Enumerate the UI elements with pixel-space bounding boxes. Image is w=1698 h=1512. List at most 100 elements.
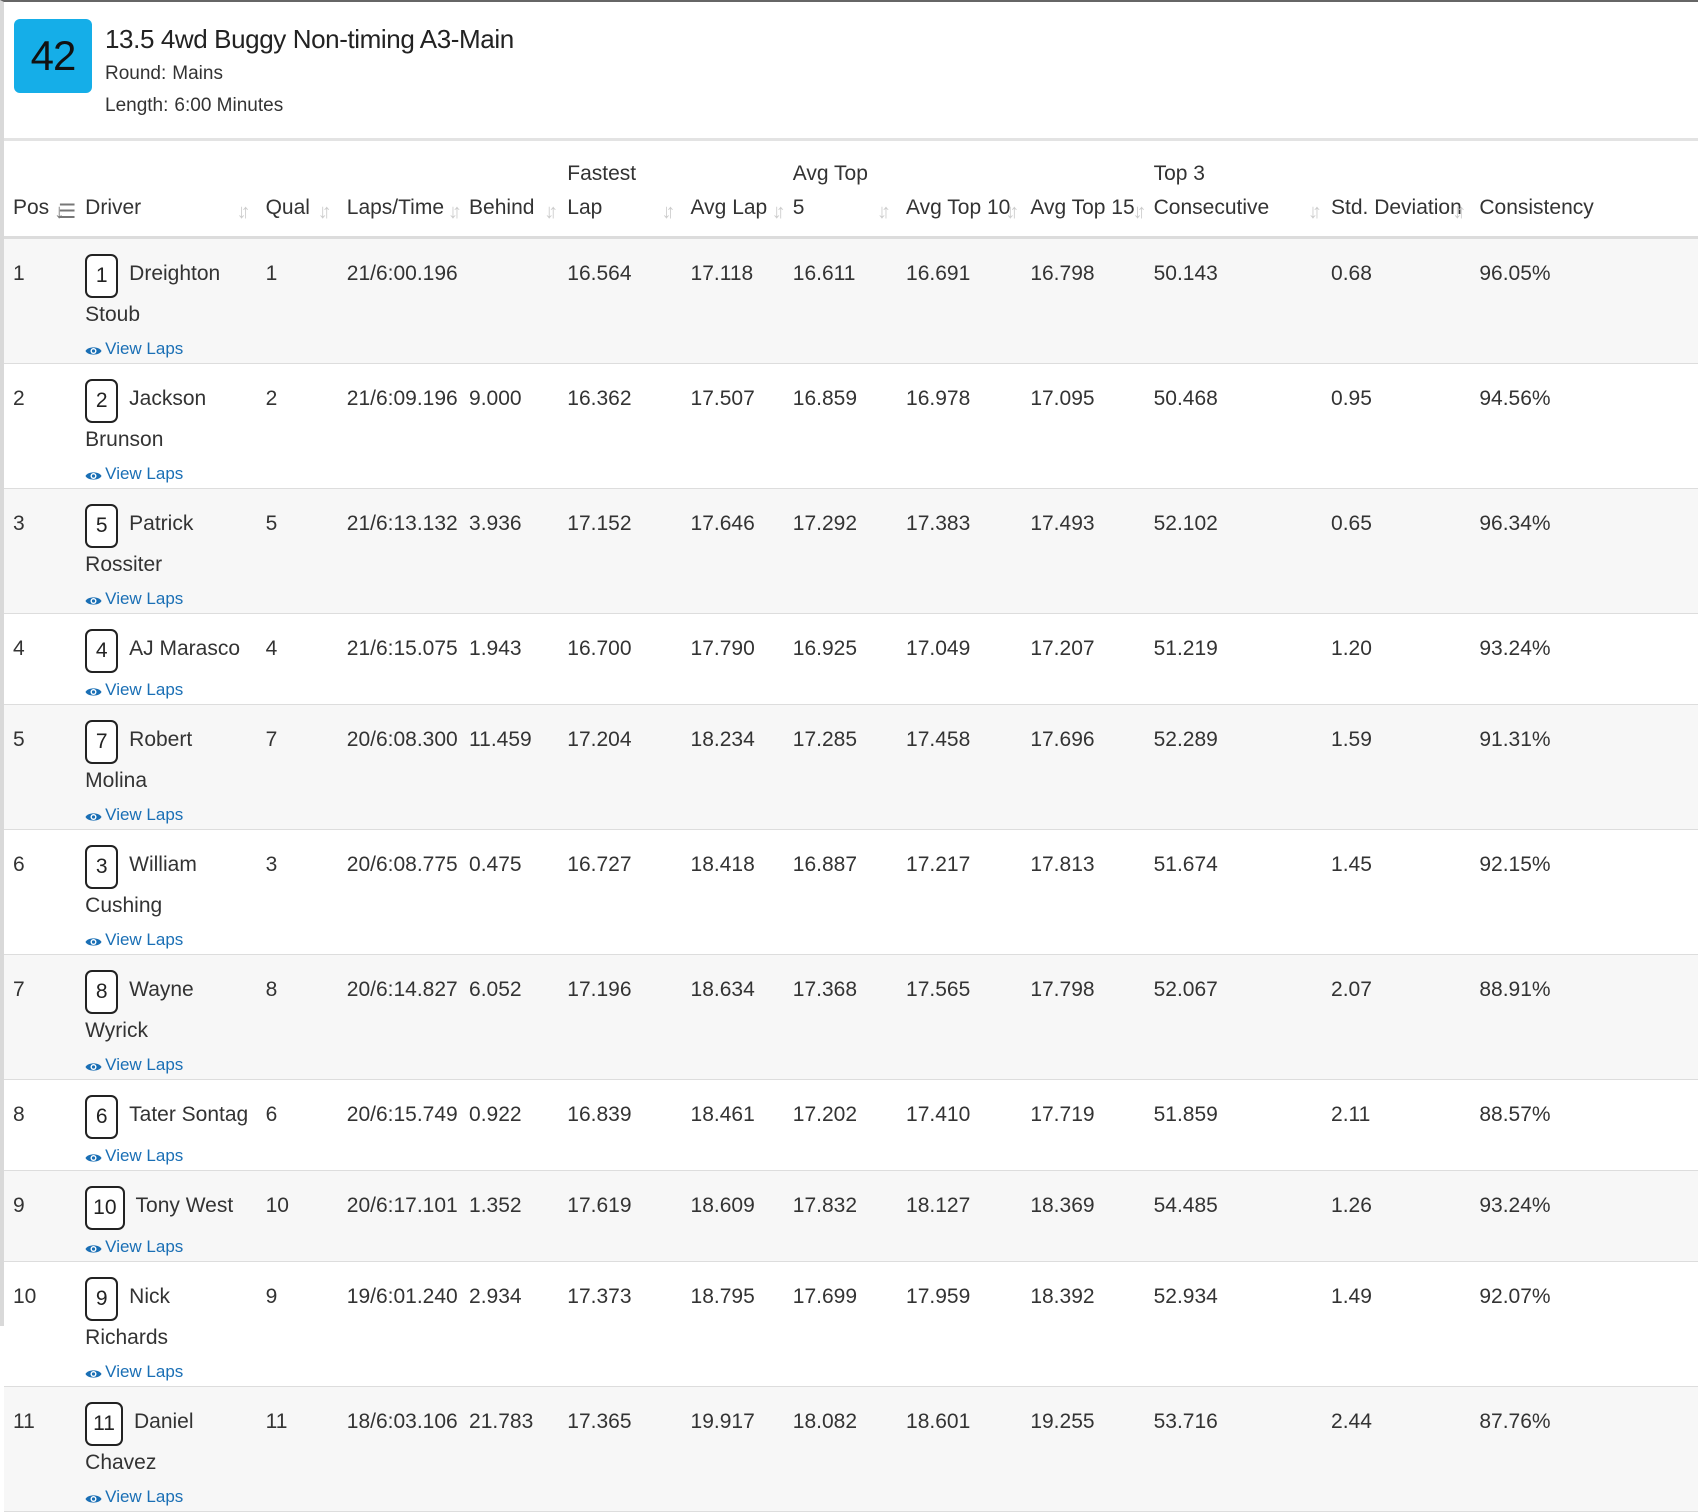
view-laps-link[interactable]: View Laps	[85, 1486, 256, 1511]
sort-icon[interactable]: ↓↑	[1005, 201, 1019, 223]
cell-avg-top10: 18.127	[897, 1170, 1022, 1262]
sort-icon[interactable]: ↓↑	[661, 201, 676, 223]
cell-avg-top5: 16.859	[783, 363, 898, 489]
car-number-badge: 4	[85, 629, 119, 673]
cell-driver: 10 Tony West View Laps	[76, 1170, 257, 1262]
cell-behind: 9.000	[460, 363, 559, 489]
cell-std-deviation: 2.44	[1322, 1386, 1471, 1512]
sort-icon[interactable]: ↓↑	[771, 201, 786, 223]
col-header-driver[interactable]: Driver ↓↑	[76, 140, 257, 239]
col-header-qual[interactable]: Qual ↓↑	[256, 140, 338, 239]
cell-fastest-lap: 16.362	[558, 363, 682, 489]
col-header-behind[interactable]: Behind ↓↑	[460, 140, 559, 239]
view-laps-label: View Laps	[105, 1362, 184, 1381]
cell-qual: 5	[256, 488, 338, 614]
cell-laps-time: 18/6:03.106	[337, 1386, 461, 1512]
cell-top3-consecutive: 51.674	[1144, 829, 1323, 955]
car-number-badge: 5	[85, 504, 119, 548]
col-header-avg-top5[interactable]: Avg Top 5 ↓↑	[783, 140, 898, 239]
cell-top3-consecutive: 52.934	[1144, 1261, 1323, 1387]
cell-driver: 11 Daniel Chavez View Laps	[76, 1386, 257, 1512]
cell-consistency: 88.91%	[1470, 954, 1698, 1080]
col-header-pos[interactable]: Pos ↓☰	[4, 140, 77, 239]
cell-qual: 4	[256, 613, 338, 705]
cell-avg-top5: 17.368	[783, 954, 898, 1080]
col-header-laps-time[interactable]: Laps/Time ↓↑	[337, 140, 462, 239]
race-title: 13.5 4wd Buggy Non-timing A3-Main	[105, 24, 514, 54]
col-header-avg-top10[interactable]: Avg Top 10 ↓↑	[897, 140, 1022, 239]
eye-icon	[85, 1148, 102, 1170]
col-header-avg-top15[interactable]: Avg Top 15 ↓↑	[1021, 140, 1147, 239]
cell-consistency: 93.24%	[1470, 1170, 1698, 1262]
view-laps-link[interactable]: View Laps	[85, 679, 256, 704]
sort-icon[interactable]: ↓↑	[1308, 201, 1322, 223]
cell-pos: 7	[4, 954, 77, 1080]
sort-icon[interactable]: ↓↑	[236, 201, 251, 223]
view-laps-link[interactable]: View Laps	[85, 1236, 256, 1261]
view-laps-link[interactable]: View Laps	[85, 463, 256, 488]
cell-fastest-lap: 17.152	[558, 488, 682, 614]
col-header-std-deviation[interactable]: Std. Deviation ↓↑	[1322, 140, 1471, 239]
table-row: 10 9 Nick Richards View Laps 9 19/6:01.240 2.9…	[4, 1261, 1698, 1387]
view-laps-link[interactable]: View Laps	[85, 1361, 256, 1386]
col-header-fastest-lap[interactable]: Fastest Lap ↓↑	[558, 140, 682, 239]
cell-fastest-lap: 17.204	[558, 704, 682, 830]
cell-laps-time: 21/6:15.075	[337, 613, 461, 705]
view-laps-link[interactable]: View Laps	[85, 338, 256, 363]
sort-icon[interactable]: ↓↑	[877, 201, 891, 223]
view-laps-link[interactable]: View Laps	[85, 588, 256, 613]
sort-ascending-icon[interactable]: ↓☰	[54, 201, 76, 223]
cell-avg-top10: 17.410	[897, 1079, 1022, 1171]
car-number-badge: 1	[85, 254, 119, 298]
cell-pos: 11	[4, 1386, 77, 1512]
table-row: 8 6 Tater Sontag View Laps 6 20/6:15.749 0.922…	[4, 1079, 1698, 1171]
cell-pos: 5	[4, 704, 77, 830]
view-laps-link[interactable]: View Laps	[85, 1054, 256, 1079]
col-header-consistency[interactable]: Consistency	[1470, 140, 1698, 239]
cell-behind: 0.922	[460, 1079, 559, 1171]
cell-avg-lap: 17.118	[681, 237, 784, 364]
cell-avg-top15: 17.493	[1021, 488, 1145, 614]
cell-avg-top5: 17.292	[783, 488, 898, 614]
results-body: 1 1 Dreighton Stoub View Laps 1 21/6:00.196 16…	[4, 237, 1698, 1512]
sort-icon[interactable]: ↓↑	[1132, 201, 1147, 223]
car-number-badge: 7	[85, 720, 119, 764]
cell-avg-top5: 17.699	[783, 1261, 898, 1387]
car-number-badge: 10	[85, 1186, 125, 1230]
cell-fastest-lap: 16.564	[558, 237, 682, 364]
view-laps-link[interactable]: View Laps	[85, 1145, 256, 1170]
view-laps-link[interactable]: View Laps	[85, 929, 256, 954]
view-laps-label: View Laps	[105, 589, 184, 608]
race-round-label: Round:	[105, 63, 167, 84]
cell-qual: 11	[256, 1386, 338, 1512]
sort-icon[interactable]: ↓↑	[544, 201, 558, 223]
race-round-value: Mains	[172, 63, 223, 84]
cell-std-deviation: 0.68	[1322, 237, 1471, 364]
view-laps-link[interactable]: View Laps	[85, 804, 256, 829]
cell-avg-lap: 18.609	[681, 1170, 784, 1262]
cell-driver: 6 Tater Sontag View Laps	[76, 1079, 257, 1171]
eye-icon	[85, 466, 102, 488]
cell-consistency: 96.05%	[1470, 237, 1698, 364]
table-row: 4 4 AJ Marasco View Laps 4 21/6:15.075 1.943 16…	[4, 613, 1698, 705]
cell-laps-time: 21/6:00.196	[337, 237, 461, 364]
sort-icon[interactable]: ↓↑	[448, 201, 462, 223]
cell-behind: 21.783	[460, 1386, 559, 1512]
view-laps-label: View Laps	[105, 339, 184, 358]
cell-std-deviation: 0.95	[1322, 363, 1471, 489]
results-table: Pos ↓☰ Driver ↓↑ Qual ↓↑ Laps/Time ↓↑ Behind…	[4, 140, 1698, 1512]
col-header-top3-consecutive[interactable]: Top 3 Consecutive ↓↑	[1144, 140, 1323, 239]
cell-driver: 9 Nick Richards View Laps	[76, 1261, 257, 1387]
sort-icon[interactable]: ↓↑	[1452, 201, 1466, 223]
col-header-avg-lap[interactable]: Avg Lap ↓↑	[681, 140, 786, 239]
cell-pos: 8	[4, 1079, 77, 1171]
car-number-badge: 2	[85, 379, 119, 423]
cell-qual: 7	[256, 704, 338, 830]
sort-icon[interactable]: ↓↑	[317, 201, 332, 223]
cell-top3-consecutive: 51.219	[1144, 613, 1323, 705]
cell-avg-top5: 17.832	[783, 1170, 898, 1262]
cell-qual: 6	[256, 1079, 338, 1171]
cell-avg-lap: 18.418	[681, 829, 784, 955]
cell-consistency: 88.57%	[1470, 1079, 1698, 1171]
